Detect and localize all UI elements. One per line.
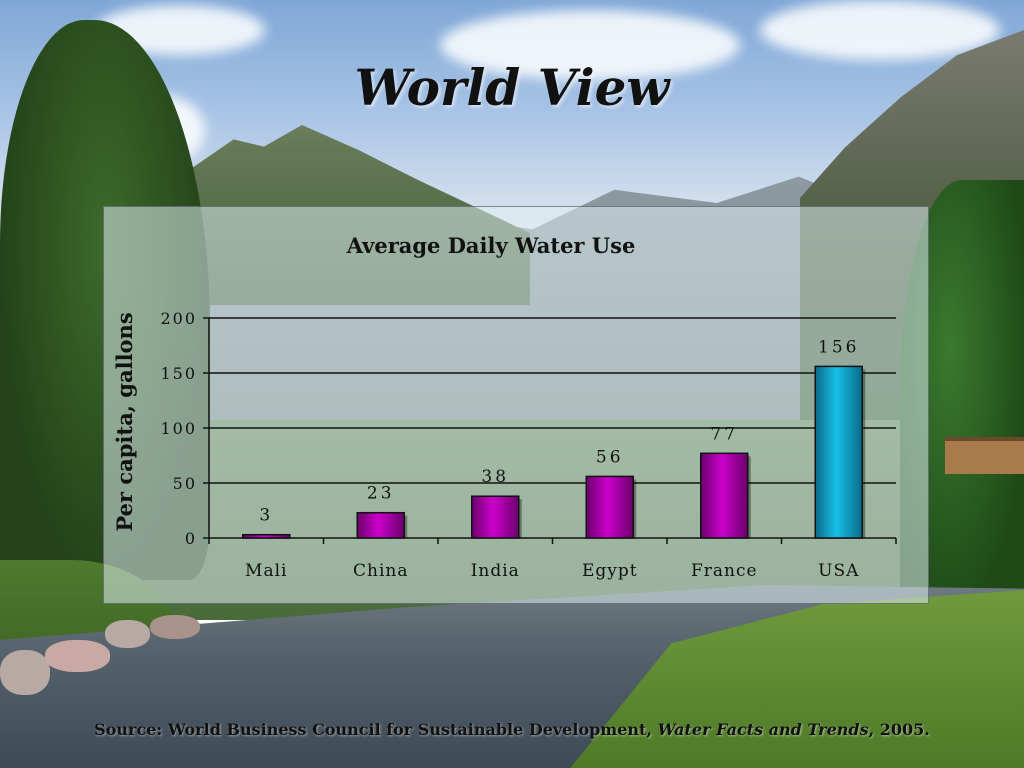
y-tick-label: 150 [160,364,197,383]
data-label-china: 23 [367,484,395,504]
bar-india [471,495,520,539]
rock [105,620,150,648]
data-label-usa: 156 [818,337,859,357]
chart-panel: Average Daily Water Use Per capita, gall… [103,206,929,604]
bar-china [356,511,405,539]
gridlines [209,317,896,484]
y-tick-label: 200 [160,309,197,328]
data-label-egypt: 56 [596,447,624,467]
axes [203,317,897,544]
cabin [945,437,1024,474]
slide-title: World View [354,58,670,117]
data-label-india: 38 [481,467,509,487]
cloud [440,10,740,80]
rock [45,640,110,672]
bar-chart: Average Daily Water Use Per capita, gall… [112,233,897,581]
rock [0,650,50,695]
bars [242,365,866,539]
x-tick-label-china: China [353,561,408,581]
x-tick-label-egypt: Egypt [582,561,638,581]
y-tick-label: 0 [185,529,197,548]
chart-title: Average Daily Water Use [346,233,636,258]
y-tick-label: 50 [173,474,197,493]
data-label-france: 77 [710,424,738,444]
bar-mali [242,533,291,539]
source-suffix: , 2005. [868,720,930,739]
source-publication: Water Facts and Trends [657,720,869,739]
y-tick-label: 100 [160,419,197,438]
bar-france [700,452,749,539]
source-prefix: Source: World Business Council for Susta… [94,720,658,739]
source-citation: Source: World Business Council for Susta… [0,720,1024,739]
labels: 0 50 100 150 200 3 Mali 23 China 38 India 56 Egypt 77… [160,309,859,581]
y-axis-label: Per capita, gallons [112,312,137,531]
x-tick-label-mali: Mali [245,561,287,581]
data-label-mali: 3 [259,506,273,526]
bar-egypt [585,475,634,539]
x-tick-label-france: France [691,561,758,581]
rock [150,615,200,639]
x-tick-label-india: India [471,561,520,581]
bar-usa [814,365,863,539]
cloud [760,0,1000,60]
x-tick-label-usa: USA [818,561,859,581]
